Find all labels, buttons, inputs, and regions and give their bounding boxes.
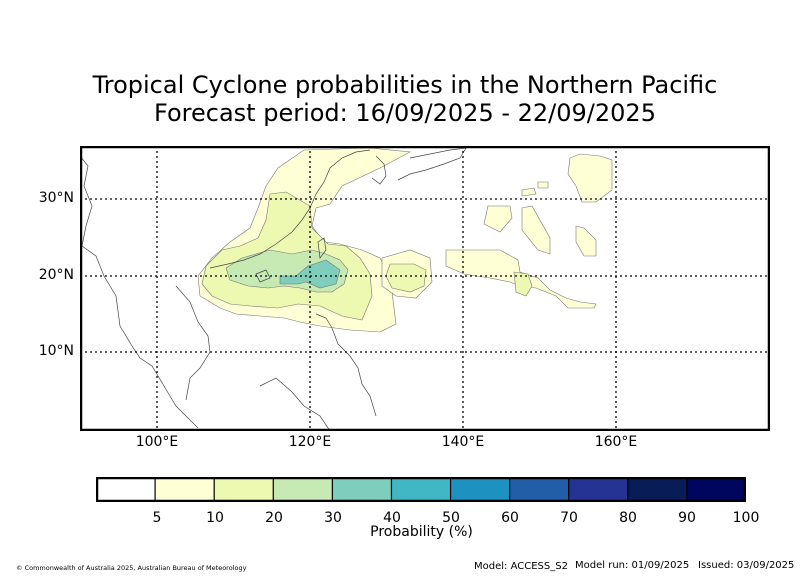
colorbar-cell	[568, 477, 629, 502]
colorbar-tick: 80	[619, 510, 637, 526]
colorbar-tick: 60	[501, 510, 519, 526]
coastline-japan	[397, 147, 467, 181]
coastline-borneo	[259, 377, 331, 431]
colorbar-tick: 20	[265, 510, 283, 526]
copyright-notice: © Commonwealth of Australia 2025, Austra…	[16, 564, 247, 572]
colorbar-cell	[509, 477, 570, 502]
lat-label-20n: 20°N	[38, 267, 74, 283]
coastline-hainan	[255, 269, 271, 283]
coastlines	[80, 147, 467, 431]
colorbar-tick: 40	[383, 510, 401, 526]
probability-map	[80, 146, 770, 431]
contour-5-10-island-2	[521, 205, 551, 255]
colorbar-cell	[272, 477, 334, 502]
coastline-china-south	[209, 149, 371, 269]
colorbar-cell	[449, 477, 511, 502]
colorbar-label: Probability (%)	[370, 524, 473, 540]
lat-label-30n: 30°N	[38, 190, 74, 206]
contour-5-10-island-6	[537, 181, 549, 189]
colorbar-border	[96, 477, 746, 502]
contour-10-20-east-2	[513, 271, 533, 297]
map-border	[80, 146, 770, 431]
issued-date: Issued: 03/09/2025	[698, 560, 795, 571]
contour-5-10-island-3	[575, 225, 597, 257]
colorbar-cell	[331, 477, 393, 502]
forecast-period-subtitle: Forecast period: 16/09/2025 - 22/09/2025	[154, 99, 656, 127]
coastline-indochina	[175, 285, 211, 401]
colorbar-tick: 90	[678, 510, 696, 526]
lon-label-100e: 100°E	[135, 434, 179, 450]
lon-label-160e: 160°E	[594, 434, 638, 450]
colorbar-cell	[627, 477, 689, 502]
gridlines	[80, 146, 770, 431]
probability-colorbar	[96, 477, 746, 502]
probability-contours	[197, 147, 613, 333]
colorbar-cell	[686, 477, 746, 502]
coastline-philippines	[315, 313, 377, 417]
model-run-date: Model run: 01/09/2025	[575, 560, 690, 571]
lon-label-120e: 120°E	[288, 434, 332, 450]
chart-title: Tropical Cyclone probabilities in the No…	[92, 71, 718, 99]
contour-5-10-island-4	[567, 153, 613, 203]
colorbar-tick: 100	[732, 510, 760, 526]
colorbar-cell	[96, 477, 157, 502]
colorbar-tick: 30	[324, 510, 342, 526]
coastline-asia-mainland	[80, 155, 199, 429]
colorbar-cell	[213, 477, 275, 502]
coastline-taiwan	[317, 237, 327, 259]
colorbar-tick: 70	[560, 510, 578, 526]
colorbar-tick: 50	[442, 510, 460, 526]
colorbar-cell	[390, 477, 452, 502]
lon-label-140e: 140°E	[441, 434, 485, 450]
model-name: Model: ACCESS_S2	[474, 561, 568, 572]
coastline-korea	[371, 155, 387, 185]
colorbar-tick: 5	[152, 510, 162, 526]
colorbar-tick: 10	[206, 510, 224, 526]
contour-5-10-island-1	[483, 205, 513, 233]
contour-10-20-east	[385, 263, 427, 293]
lat-label-10n: 10°N	[38, 343, 74, 359]
contour-5-10-island-5	[521, 187, 537, 197]
colorbar-cell	[154, 477, 216, 502]
